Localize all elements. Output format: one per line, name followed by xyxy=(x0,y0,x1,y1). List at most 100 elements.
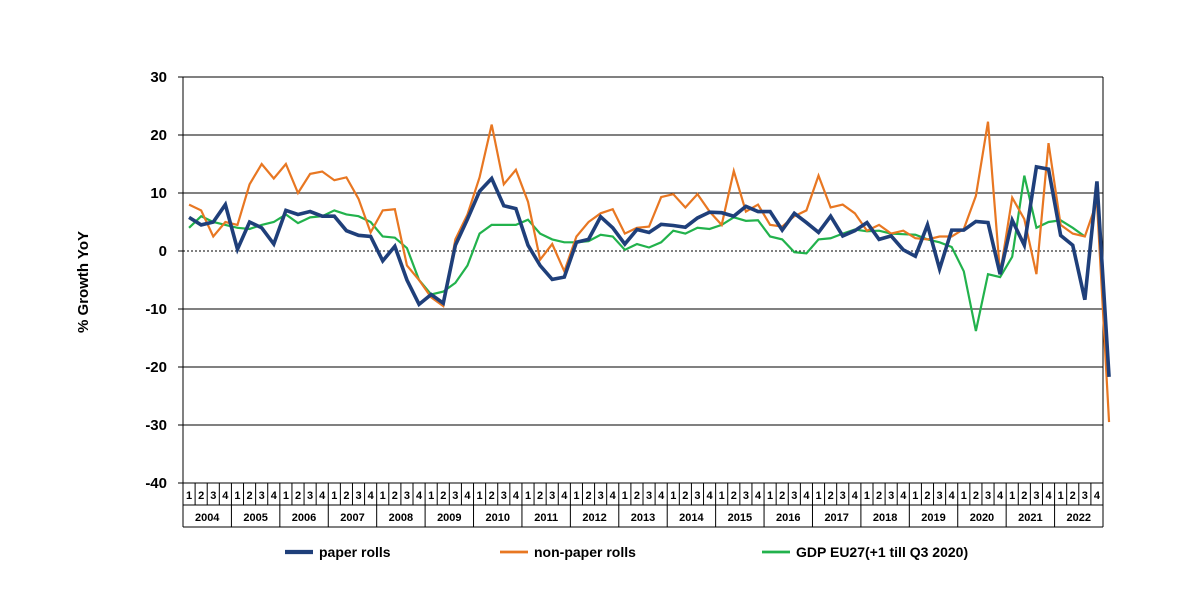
series-line-non-paper-rolls xyxy=(188,121,1111,423)
quarter-label: 1 xyxy=(1009,490,1015,502)
quarter-label: 2 xyxy=(779,490,785,502)
quarter-label: 1 xyxy=(1058,490,1064,502)
quarter-label: 2 xyxy=(1021,490,1027,502)
quarter-label: 1 xyxy=(864,490,870,502)
quarter-label: 1 xyxy=(428,490,434,502)
quarter-label: 2 xyxy=(489,490,495,502)
quarter-label: 3 xyxy=(210,490,216,502)
quarter-label: 4 xyxy=(416,490,423,502)
quarter-label: 2 xyxy=(247,490,253,502)
quarter-label: 1 xyxy=(380,490,386,502)
quarter-label: 2 xyxy=(973,490,979,502)
quarter-label: 3 xyxy=(452,490,458,502)
y-tick-label: 0 xyxy=(159,243,167,260)
year-label: 2008 xyxy=(389,512,413,524)
quarter-label: 3 xyxy=(598,490,604,502)
quarter-label: 4 xyxy=(1045,490,1052,502)
year-label: 2004 xyxy=(195,512,220,524)
quarter-label: 1 xyxy=(283,490,289,502)
quarter-label: 3 xyxy=(937,490,943,502)
quarter-label: 4 xyxy=(610,490,617,502)
quarter-label: 2 xyxy=(876,490,882,502)
axes xyxy=(178,76,1104,484)
quarter-label: 3 xyxy=(743,490,749,502)
quarter-label: 4 xyxy=(949,490,956,502)
year-label: 2006 xyxy=(292,512,316,524)
year-label: 2017 xyxy=(824,512,848,524)
quarter-label: 4 xyxy=(464,490,471,502)
quarter-label: 4 xyxy=(997,490,1004,502)
quarter-label: 1 xyxy=(670,490,676,502)
year-label: 2019 xyxy=(921,512,945,524)
quarter-label: 3 xyxy=(840,490,846,502)
quarter-label: 2 xyxy=(731,490,737,502)
quarter-label: 4 xyxy=(513,490,520,502)
quarter-label: 4 xyxy=(368,490,375,502)
year-label: 2018 xyxy=(873,512,897,524)
quarter-label: 1 xyxy=(622,490,628,502)
quarter-label: 1 xyxy=(186,490,192,502)
quarter-label: 1 xyxy=(525,490,531,502)
quarter-label: 4 xyxy=(222,490,229,502)
year-label: 2013 xyxy=(631,512,655,524)
quarter-label: 3 xyxy=(694,490,700,502)
y-tick-label: -30 xyxy=(145,417,167,434)
quarter-label: 4 xyxy=(271,490,278,502)
quarter-label: 1 xyxy=(815,490,821,502)
legend-label: GDP EU27(+1 till Q3 2020) xyxy=(796,544,968,560)
quarter-label: 2 xyxy=(198,490,204,502)
y-tick-label: -10 xyxy=(145,301,167,318)
quarter-label: 3 xyxy=(646,490,652,502)
quarter-label: 3 xyxy=(549,490,555,502)
quarter-label: 4 xyxy=(561,490,568,502)
quarter-label: 2 xyxy=(440,490,446,502)
quarter-label: 4 xyxy=(319,490,326,502)
quarter-label: 3 xyxy=(1082,490,1088,502)
year-label: 2015 xyxy=(728,512,752,524)
quarter-label: 2 xyxy=(924,490,930,502)
quarter-label: 3 xyxy=(791,490,797,502)
quarter-label: 1 xyxy=(767,490,773,502)
quarter-label: 4 xyxy=(658,490,665,502)
quarter-label: 3 xyxy=(307,490,313,502)
quarter-label: 2 xyxy=(1070,490,1076,502)
quarter-label: 3 xyxy=(259,490,265,502)
year-label: 2014 xyxy=(679,512,704,524)
y-axis-label: % Growth YoY xyxy=(75,231,92,333)
quarter-label: 2 xyxy=(537,490,543,502)
series-line-gdp-eu27 xyxy=(188,175,1086,332)
year-label: 2022 xyxy=(1067,512,1091,524)
quarter-label: 2 xyxy=(295,490,301,502)
quarter-label: 2 xyxy=(585,490,591,502)
quarter-label: 3 xyxy=(888,490,894,502)
quarter-label: 2 xyxy=(392,490,398,502)
quarter-label: 4 xyxy=(900,490,907,502)
quarter-label: 1 xyxy=(331,490,337,502)
quarter-label: 4 xyxy=(852,490,859,502)
year-label: 2011 xyxy=(534,512,558,524)
year-label: 2021 xyxy=(1018,512,1042,524)
quarter-label: 1 xyxy=(719,490,725,502)
quarter-label: 4 xyxy=(755,490,762,502)
year-label: 2005 xyxy=(243,512,267,524)
y-tick-label: -40 xyxy=(145,475,167,492)
legend-label: non-paper rolls xyxy=(534,544,636,560)
quarter-label: 2 xyxy=(682,490,688,502)
quarter-label: 1 xyxy=(234,490,240,502)
quarter-label: 2 xyxy=(343,490,349,502)
quarter-label: 4 xyxy=(707,490,714,502)
quarter-label: 1 xyxy=(961,490,967,502)
year-label: 2007 xyxy=(340,512,364,524)
year-label: 2016 xyxy=(776,512,800,524)
quarter-label: 3 xyxy=(404,490,410,502)
y-tick-label: 10 xyxy=(150,185,167,202)
quarter-label: 2 xyxy=(828,490,834,502)
quarter-label: 4 xyxy=(1094,490,1101,502)
y-tick-label: -20 xyxy=(145,359,167,376)
y-tick-label: 20 xyxy=(150,127,167,144)
quarter-label: 1 xyxy=(573,490,579,502)
quarter-label: 3 xyxy=(1033,490,1039,502)
legend-label: paper rolls xyxy=(319,544,391,560)
